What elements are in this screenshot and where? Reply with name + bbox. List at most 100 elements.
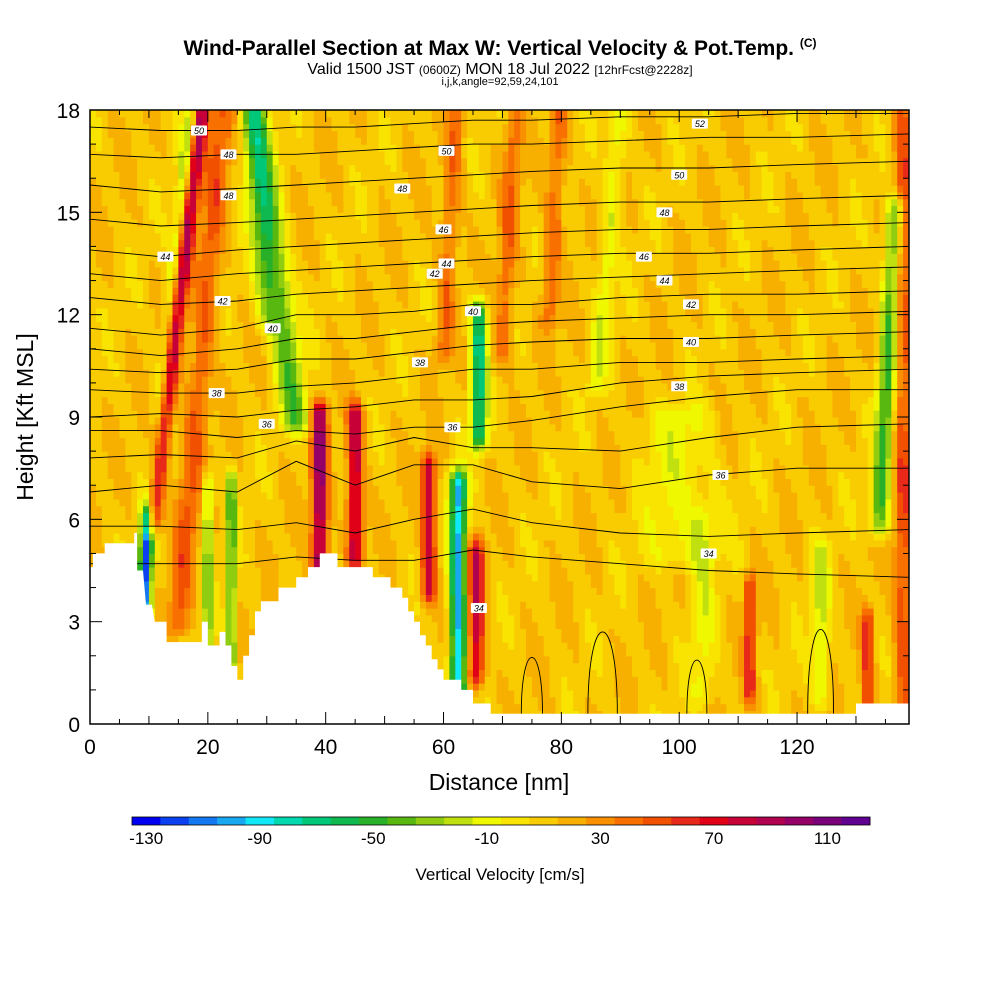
w-cell xyxy=(408,171,415,179)
w-cell xyxy=(361,485,368,493)
w-cell xyxy=(95,185,103,193)
w-cell xyxy=(125,451,132,459)
w-cell xyxy=(137,314,144,323)
w-cell xyxy=(219,464,227,473)
w-cell xyxy=(196,478,203,486)
w-cell xyxy=(231,519,238,527)
w-cell xyxy=(349,341,356,350)
w-cell xyxy=(225,232,233,241)
w-cell xyxy=(190,594,197,602)
w-cell xyxy=(402,198,409,207)
w-cell xyxy=(148,389,156,398)
w-cell xyxy=(101,471,109,479)
w-cell xyxy=(119,273,126,282)
w-cell xyxy=(196,553,203,561)
w-cell xyxy=(313,301,321,309)
w-cell xyxy=(402,492,409,500)
w-cell xyxy=(378,348,386,357)
w-cell xyxy=(113,423,121,432)
w-cell xyxy=(308,539,315,548)
w-cell xyxy=(390,123,397,132)
w-cell xyxy=(384,376,392,384)
w-cell xyxy=(95,321,103,329)
w-cell xyxy=(254,307,262,316)
w-cell xyxy=(225,341,233,350)
w-cell xyxy=(213,355,221,364)
w-cell xyxy=(372,471,380,479)
w-cell xyxy=(308,512,315,520)
w-cell xyxy=(184,273,191,282)
w-cell xyxy=(390,335,397,343)
w-cell xyxy=(284,567,291,575)
w-cell xyxy=(154,498,162,507)
w-cell xyxy=(272,444,280,452)
w-cell xyxy=(95,328,103,336)
w-cell xyxy=(113,532,121,541)
w-cell xyxy=(366,464,374,473)
w-cell xyxy=(260,519,268,527)
w-cell xyxy=(296,423,303,432)
w-cell xyxy=(296,287,303,295)
w-cell xyxy=(172,417,179,425)
w-cell xyxy=(378,110,386,118)
w-cell xyxy=(396,171,403,179)
w-cell xyxy=(290,198,297,207)
w-cell xyxy=(219,314,227,323)
w-cell xyxy=(319,505,327,514)
w-cell xyxy=(308,116,315,125)
w-cell xyxy=(249,614,256,623)
w-cell xyxy=(355,307,362,316)
w-cell xyxy=(355,150,362,159)
w-cell xyxy=(95,246,103,254)
w-cell xyxy=(190,239,197,248)
w-cell xyxy=(160,212,168,220)
w-cell xyxy=(207,417,215,425)
w-cell xyxy=(260,580,268,589)
w-cell xyxy=(331,198,339,207)
w-cell xyxy=(90,253,97,261)
w-cell xyxy=(284,144,291,152)
w-cell xyxy=(143,294,150,302)
w-cell xyxy=(308,423,315,432)
w-cell xyxy=(290,389,297,398)
w-cell xyxy=(154,137,162,145)
w-cell xyxy=(219,116,227,125)
w-cell xyxy=(219,457,227,466)
w-cell xyxy=(231,212,238,220)
w-cell xyxy=(302,307,309,316)
w-cell xyxy=(266,580,274,589)
w-cell xyxy=(302,485,309,493)
w-cell xyxy=(402,225,409,234)
w-cell xyxy=(349,464,356,473)
w-cell xyxy=(272,164,280,172)
w-cell xyxy=(384,362,392,370)
w-cell xyxy=(107,239,115,248)
w-cell xyxy=(178,444,185,452)
w-cell xyxy=(184,485,191,493)
w-cell xyxy=(148,601,156,609)
w-cell xyxy=(148,266,156,275)
w-cell xyxy=(249,505,256,514)
w-cell xyxy=(196,567,203,575)
w-cell xyxy=(337,205,344,213)
w-cell xyxy=(331,239,339,248)
w-cell xyxy=(249,335,256,343)
w-cell xyxy=(113,437,121,445)
w-cell xyxy=(290,110,297,118)
w-cell xyxy=(107,321,115,329)
w-cell xyxy=(148,573,156,582)
w-cell xyxy=(166,628,174,636)
w-cell xyxy=(254,410,262,418)
w-cell xyxy=(266,294,274,302)
w-cell xyxy=(384,532,392,541)
w-cell xyxy=(366,410,374,418)
w-cell xyxy=(313,546,321,555)
w-cell xyxy=(107,219,115,227)
w-cell xyxy=(278,246,286,254)
w-cell xyxy=(154,464,162,473)
w-cell xyxy=(113,198,121,207)
w-cell xyxy=(95,225,103,234)
w-cell xyxy=(101,178,109,186)
w-cell xyxy=(231,273,238,282)
w-cell xyxy=(390,580,397,589)
